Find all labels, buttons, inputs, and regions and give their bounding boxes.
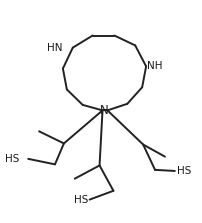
Text: N: N <box>100 104 109 117</box>
Text: HS: HS <box>5 154 19 164</box>
Text: HS: HS <box>74 195 89 204</box>
Text: NH: NH <box>147 61 163 71</box>
Text: HN: HN <box>47 43 63 53</box>
Text: HS: HS <box>177 166 191 176</box>
